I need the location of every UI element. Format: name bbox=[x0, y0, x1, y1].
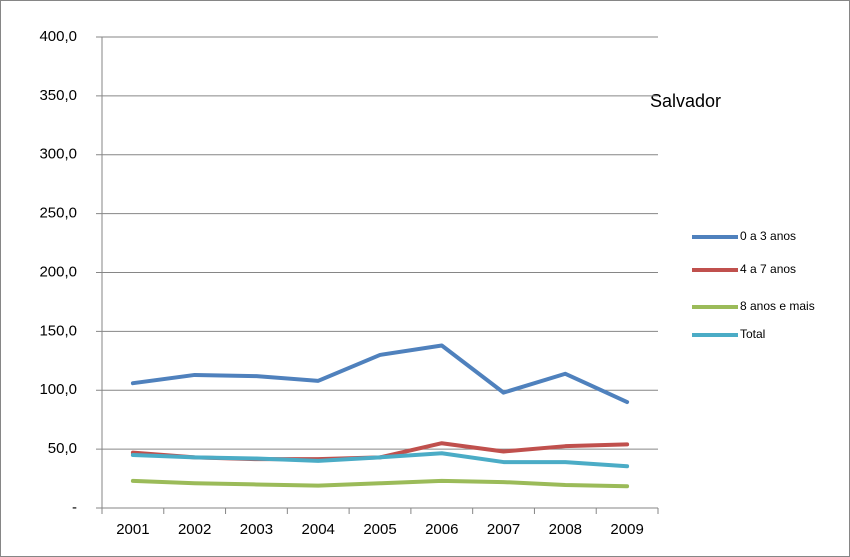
y-tick-label: 200,0 bbox=[39, 263, 77, 280]
y-tick-label: 400,0 bbox=[39, 28, 77, 45]
x-tick-label: 2003 bbox=[240, 521, 273, 538]
x-tick-label: 2002 bbox=[178, 521, 211, 538]
x-tick-label: 2008 bbox=[549, 521, 582, 538]
legend-label: 0 a 3 anos bbox=[740, 229, 796, 243]
chart-title: Salvador bbox=[650, 91, 721, 111]
x-tick-label: 2006 bbox=[425, 521, 458, 538]
y-tick-label: 350,0 bbox=[39, 87, 77, 104]
x-tick-label: 2005 bbox=[363, 521, 396, 538]
y-tick-label: 100,0 bbox=[39, 381, 77, 398]
y-tick-label: 300,0 bbox=[39, 146, 77, 163]
y-tick-label: 150,0 bbox=[39, 322, 77, 339]
series-line bbox=[130, 451, 630, 469]
x-tick-label: 2001 bbox=[116, 521, 149, 538]
legend-label: 4 a 7 anos bbox=[740, 262, 796, 276]
series-line bbox=[130, 478, 630, 489]
y-tick-label: - bbox=[72, 499, 77, 516]
series-line bbox=[130, 343, 630, 405]
y-tick-label: 50,0 bbox=[48, 440, 77, 457]
x-tick-label: 2004 bbox=[302, 521, 335, 538]
y-tick-label: 250,0 bbox=[39, 205, 77, 222]
x-tick-label: 2009 bbox=[610, 521, 643, 538]
legend-label: Total bbox=[740, 327, 765, 341]
legend-label: 8 anos e mais bbox=[740, 299, 815, 313]
x-tick-label: 2007 bbox=[487, 521, 520, 538]
